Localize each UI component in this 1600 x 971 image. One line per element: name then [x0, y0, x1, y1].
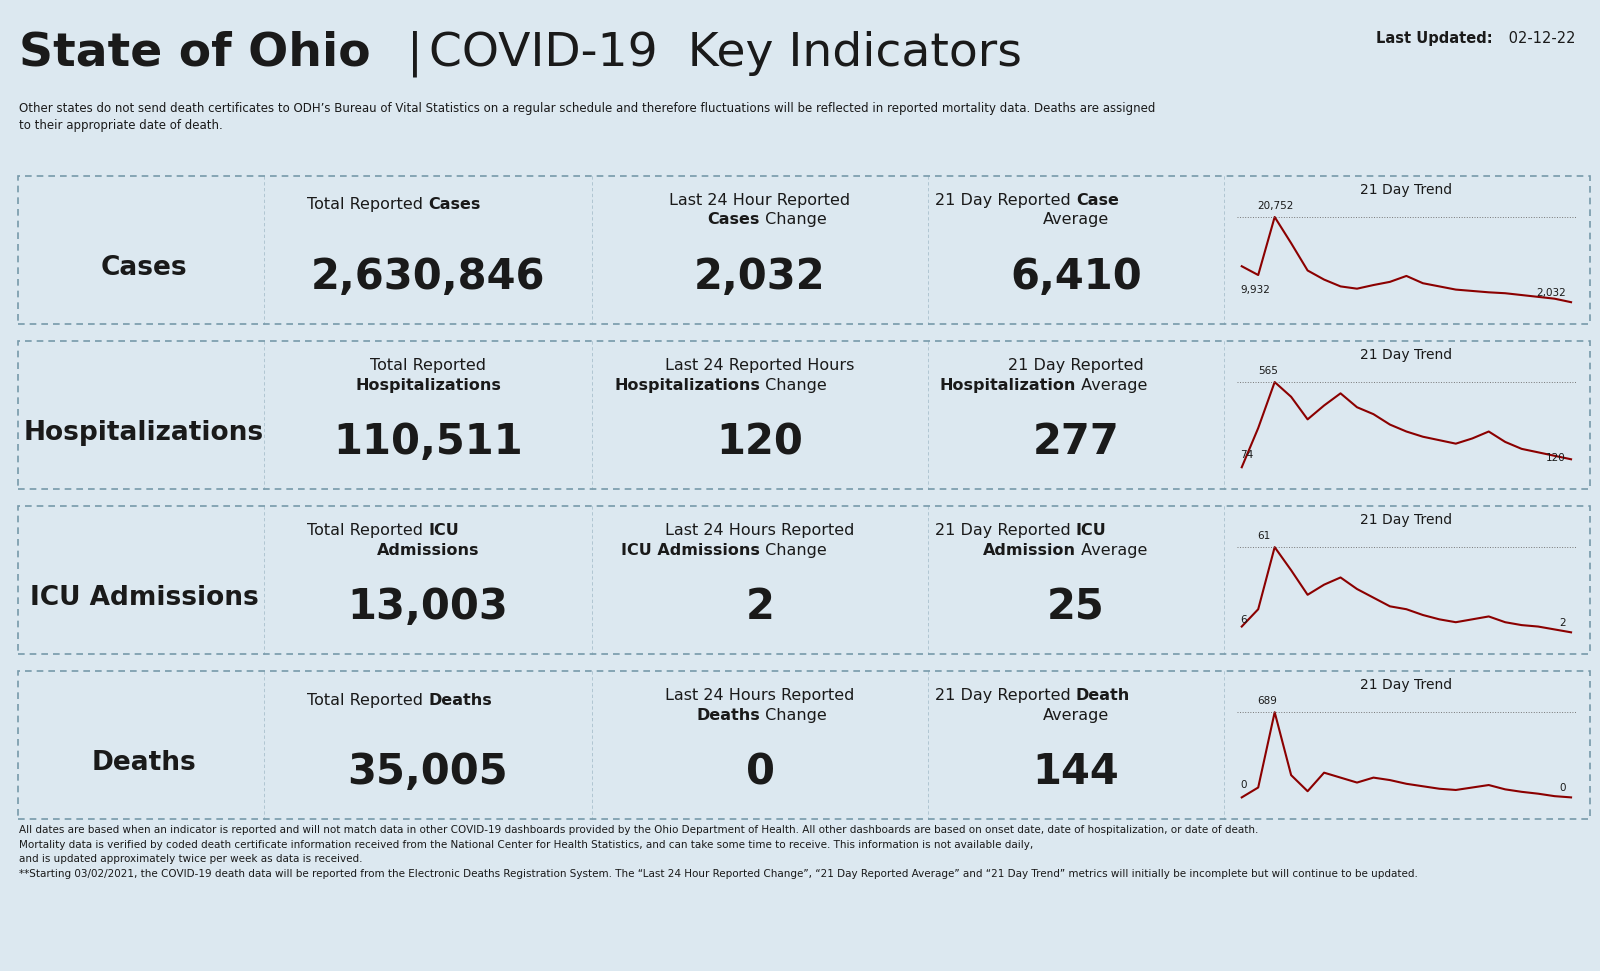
Text: 144: 144	[1032, 752, 1120, 793]
Text: 2,630,846: 2,630,846	[310, 256, 546, 298]
Text: 21 Day Reported: 21 Day Reported	[934, 523, 1075, 538]
Text: 21 Day Reported: 21 Day Reported	[934, 193, 1075, 208]
Text: Average: Average	[1043, 708, 1109, 722]
Text: ICU Admissions: ICU Admissions	[621, 543, 760, 557]
Text: 02-12-22: 02-12-22	[1504, 31, 1576, 47]
Text: Cases: Cases	[429, 197, 480, 213]
Text: 110,511: 110,511	[333, 421, 523, 463]
Text: 2,032: 2,032	[1536, 287, 1566, 297]
Text: 21 Day Trend: 21 Day Trend	[1360, 678, 1453, 692]
Text: Hospitalizations: Hospitalizations	[24, 420, 264, 446]
Text: 0: 0	[746, 752, 774, 793]
Text: State of Ohio: State of Ohio	[19, 31, 371, 76]
Text: 21 Day Trend: 21 Day Trend	[1360, 348, 1453, 362]
Text: 35,005: 35,005	[347, 752, 509, 793]
Text: 277: 277	[1032, 421, 1120, 463]
Text: Cases: Cases	[707, 213, 760, 227]
Text: Last 24 Hours Reported: Last 24 Hours Reported	[666, 523, 854, 538]
Text: 21 Day Trend: 21 Day Trend	[1360, 513, 1453, 527]
Text: 2: 2	[1558, 618, 1566, 627]
Text: Admission: Admission	[982, 543, 1075, 557]
Text: 0: 0	[1240, 780, 1246, 790]
Text: Total Reported: Total Reported	[307, 523, 429, 538]
Text: Deaths: Deaths	[696, 708, 760, 722]
Text: 565: 565	[1258, 366, 1277, 376]
Text: Average: Average	[1075, 543, 1147, 557]
Text: ICU: ICU	[1075, 523, 1107, 538]
Text: Hospitalizations: Hospitalizations	[355, 378, 501, 392]
Text: Change: Change	[760, 378, 827, 392]
Text: 21 Day Reported: 21 Day Reported	[934, 688, 1075, 703]
Text: 61: 61	[1258, 531, 1270, 541]
Text: Total Reported: Total Reported	[370, 358, 486, 373]
Text: Death: Death	[1075, 688, 1130, 703]
Text: 6: 6	[1240, 615, 1246, 625]
Text: Change: Change	[760, 213, 827, 227]
Text: Last 24 Reported Hours: Last 24 Reported Hours	[666, 358, 854, 373]
Text: 0: 0	[1560, 783, 1566, 792]
Text: Total Reported: Total Reported	[307, 197, 429, 213]
Text: |: |	[392, 30, 438, 77]
Text: 13,003: 13,003	[347, 586, 509, 628]
Text: 25: 25	[1046, 586, 1106, 628]
Text: Cases: Cases	[101, 255, 187, 281]
Text: 2: 2	[746, 586, 774, 628]
Text: ICU: ICU	[429, 523, 459, 538]
Text: Last 24 Hours Reported: Last 24 Hours Reported	[666, 688, 854, 703]
Text: 21 Day Trend: 21 Day Trend	[1360, 183, 1453, 197]
Text: 120: 120	[717, 421, 803, 463]
Text: 74: 74	[1240, 450, 1253, 460]
Text: Deaths: Deaths	[429, 692, 491, 708]
Text: ICU Admissions: ICU Admissions	[30, 586, 258, 611]
Text: 120: 120	[1546, 452, 1566, 462]
Text: Hospitalization: Hospitalization	[939, 378, 1075, 392]
Text: 21 Day Reported: 21 Day Reported	[1008, 358, 1144, 373]
Text: 6,410: 6,410	[1010, 256, 1142, 298]
Text: All dates are based when an indicator is reported and will not match data in oth: All dates are based when an indicator is…	[19, 825, 1418, 879]
Text: Other states do not send death certificates to ODH’s Bureau of Vital Statistics : Other states do not send death certifica…	[19, 102, 1155, 132]
Text: Average: Average	[1043, 213, 1109, 227]
Text: Average: Average	[1075, 378, 1147, 392]
Text: Deaths: Deaths	[91, 751, 197, 776]
Text: Admissions: Admissions	[376, 543, 480, 557]
Text: 2,032: 2,032	[694, 256, 826, 298]
Text: 689: 689	[1258, 696, 1277, 706]
Text: Total Reported: Total Reported	[307, 692, 429, 708]
Text: 20,752: 20,752	[1258, 201, 1294, 211]
Text: Change: Change	[760, 543, 827, 557]
Text: Last 24 Hour Reported: Last 24 Hour Reported	[669, 193, 851, 208]
Text: Case: Case	[1075, 193, 1118, 208]
Text: Hospitalizations: Hospitalizations	[614, 378, 760, 392]
Text: 9,932: 9,932	[1240, 285, 1270, 295]
Text: Last Updated:: Last Updated:	[1376, 31, 1493, 47]
Text: COVID-19  Key Indicators: COVID-19 Key Indicators	[429, 31, 1022, 76]
Text: Change: Change	[760, 708, 827, 722]
